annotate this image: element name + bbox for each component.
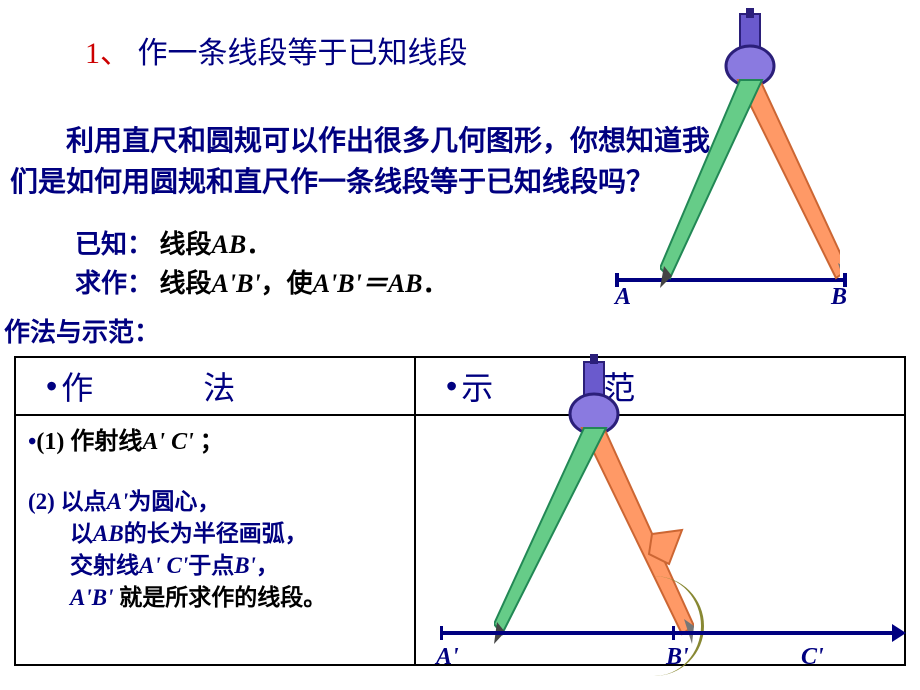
method-table: •作法 •示范 •(1) 作射线A' C' ； (2) 以点A'为圆心， 以AB… (14, 356, 906, 666)
seek-t2: ，使 (261, 269, 313, 298)
demo-cell: A' B' C' (416, 416, 904, 664)
page-title: 1、 作一条线段等于已知线段 (85, 28, 468, 72)
segment-ab-labels: A B (615, 284, 847, 311)
title-number: 1、 (85, 37, 130, 70)
label-a-prime: A' (436, 644, 459, 671)
step2-line2: 以AB的长为半径画弧， (28, 518, 406, 550)
step1-prefix: (1) (36, 429, 64, 455)
seek-ab1: A'B' (212, 269, 261, 298)
given-prefix: 线段 (160, 230, 212, 259)
step1-tb: ； (194, 429, 224, 455)
ray-arrow-icon (892, 624, 906, 642)
s2l3d: B' (234, 553, 256, 578)
table-header-row: •作法 •示范 (16, 358, 904, 416)
given-suffix: ． (246, 230, 272, 259)
step1-ta: 作射线 (64, 429, 142, 455)
step2-line1: (2) 以点A'为圆心， (28, 486, 406, 518)
compass-icon (660, 8, 840, 288)
label-c-prime: C' (801, 644, 824, 671)
s2l4b: 就是所求作的线段。 (113, 585, 326, 610)
bullet-icon: • (446, 368, 457, 405)
s2l4a: A'B' (70, 585, 113, 610)
title-text: 作一条线段等于已知线段 (138, 37, 468, 70)
s2l2c: 的长为半径画弧， (124, 521, 308, 546)
step2-prefix: (2) (28, 489, 55, 514)
given-ab: AB (212, 230, 247, 259)
label-b-prime: B' (666, 644, 689, 671)
seek-t3: ． (423, 269, 449, 298)
method-header: 作法与示范： (4, 312, 160, 349)
seek-eq: A'B'＝AB (313, 269, 423, 298)
s2l3e: ， (256, 553, 279, 578)
bullet-icon: • (46, 368, 57, 405)
s2l3b: A' C' (139, 553, 188, 578)
s2l1a: 以点 (55, 489, 107, 514)
s2l3a: 交射线 (70, 553, 139, 578)
header-col1-a: 作 (61, 363, 93, 409)
s2l2b: AB (93, 521, 124, 546)
table-body: •(1) 作射线A' C' ； (2) 以点A'为圆心， 以AB的长为半径画弧，… (16, 416, 904, 664)
given-label: 已知： (75, 230, 153, 259)
tick-b-prime (672, 626, 675, 640)
given-line: 已知： 线段AB． (75, 225, 449, 264)
seek-label: 求作： (75, 269, 153, 298)
tick-a-prime (440, 626, 443, 640)
step-2: (2) 以点A'为圆心， 以AB的长为半径画弧， 交射线A' C'于点B'， A… (28, 486, 406, 613)
header-method: •作 法 (16, 358, 416, 414)
s2l2a: 以 (70, 521, 93, 546)
seek-line: 求作： 线段A'B'，使A'B'＝AB． (75, 264, 449, 303)
step2-line4: A'B' 就是所求作的线段。 (28, 582, 406, 614)
label-b: B (831, 284, 847, 311)
ray-line (440, 631, 895, 635)
header-col2-a: 示 (461, 363, 493, 409)
problem-statement: 已知： 线段AB． 求作： 线段A'B'，使A'B'＝AB． (75, 225, 449, 303)
step1-ac: A' C' (142, 429, 193, 455)
s2l1c: 为圆心， (128, 489, 220, 514)
header-col1-b: 法 (203, 363, 235, 409)
s2l3c: 于点 (188, 553, 234, 578)
label-a: A (615, 284, 631, 311)
steps-cell: •(1) 作射线A' C' ； (2) 以点A'为圆心， 以AB的长为半径画弧，… (16, 416, 416, 664)
step-1: •(1) 作射线A' C' ； (28, 426, 406, 458)
step2-line3: 交射线A' C'于点B'， (28, 550, 406, 582)
seek-t1: 线段 (160, 269, 212, 298)
s2l1b: A' (107, 489, 129, 514)
